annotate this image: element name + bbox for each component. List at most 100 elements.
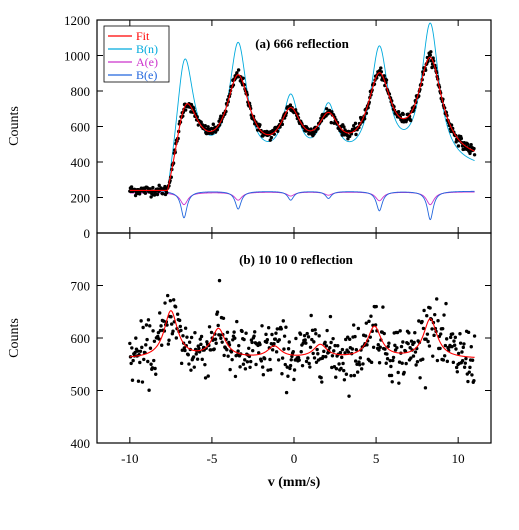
data-point <box>209 348 213 352</box>
data-point <box>374 304 378 309</box>
data-point <box>334 367 339 371</box>
data-point <box>470 358 475 362</box>
data-point <box>353 359 358 363</box>
data-point <box>163 301 167 305</box>
data-point <box>352 124 356 128</box>
data-point <box>441 358 446 362</box>
data-point <box>167 338 171 342</box>
data-point <box>274 350 279 354</box>
data-point <box>460 350 464 354</box>
data-point <box>358 356 363 360</box>
data-point <box>442 313 446 317</box>
data-point <box>369 314 373 318</box>
data-point <box>459 136 464 141</box>
data-point <box>287 340 291 344</box>
data-point <box>254 362 258 367</box>
data-point <box>428 53 432 57</box>
data-point <box>169 322 174 326</box>
panel-a-ytick-label: 400 <box>71 155 91 170</box>
data-point <box>265 338 270 342</box>
data-point <box>311 351 315 356</box>
data-point <box>340 355 344 360</box>
data-point <box>219 336 223 340</box>
data-point <box>395 330 400 335</box>
data-point <box>369 360 374 365</box>
data-point <box>365 343 369 347</box>
data-point <box>203 362 207 367</box>
data-point <box>178 324 183 329</box>
data-point <box>468 151 472 156</box>
data-point <box>241 76 245 80</box>
data-point <box>245 360 250 364</box>
data-point <box>310 337 314 342</box>
data-point <box>152 358 156 363</box>
data-point <box>187 362 191 366</box>
series-fit-line <box>129 56 475 191</box>
data-point <box>468 365 472 370</box>
data-point <box>313 328 317 332</box>
data-point <box>304 341 308 345</box>
data-point <box>252 334 256 338</box>
data-point <box>173 305 178 309</box>
data-point <box>130 378 135 382</box>
data-point <box>296 355 301 360</box>
data-point <box>268 138 272 142</box>
data-point <box>136 379 141 383</box>
data-point <box>322 349 326 354</box>
data-point <box>130 346 134 350</box>
data-point <box>439 332 443 336</box>
data-point <box>261 373 266 377</box>
data-point <box>285 365 289 369</box>
data-point <box>415 360 420 364</box>
data-point <box>160 192 165 196</box>
data-point <box>243 358 247 362</box>
data-point <box>377 361 382 365</box>
data-point <box>218 333 222 337</box>
data-point <box>308 345 313 349</box>
data-point <box>386 344 390 349</box>
panel-b-xtick-label: -10 <box>121 451 138 466</box>
data-point <box>384 78 389 82</box>
panel-a-ytick-label: 1200 <box>64 13 90 28</box>
data-point <box>200 357 204 362</box>
data-point <box>342 378 347 382</box>
data-point <box>350 347 355 351</box>
data-point <box>284 325 288 329</box>
data-point <box>171 298 176 302</box>
panel-a-ticks: 0 200 400 600 800 1000 1200 <box>64 13 491 241</box>
data-point <box>140 345 144 350</box>
data-point <box>346 350 351 354</box>
data-point <box>211 122 215 126</box>
data-point <box>442 354 447 358</box>
data-point <box>466 379 470 384</box>
data-point <box>233 374 238 379</box>
data-point <box>152 193 157 197</box>
data-point <box>455 370 460 374</box>
data-point <box>314 129 318 134</box>
data-point <box>472 146 476 151</box>
data-point <box>142 357 146 362</box>
data-point <box>175 312 180 316</box>
data-point <box>312 340 316 344</box>
data-point <box>168 299 173 303</box>
data-point <box>229 350 234 354</box>
data-point <box>156 334 160 339</box>
data-point <box>316 352 320 356</box>
data-point <box>260 365 265 369</box>
data-point <box>128 341 132 346</box>
panel-a-title: (a) 666 reflection <box>255 36 349 51</box>
data-point <box>180 348 185 352</box>
panel-b-xtick-label: 5 <box>373 451 380 466</box>
data-point <box>324 344 329 348</box>
data-point <box>458 332 462 336</box>
legend-label: A(e) <box>136 55 158 69</box>
data-point <box>331 336 335 341</box>
data-point <box>309 313 313 318</box>
data-point <box>225 348 229 352</box>
data-point <box>454 347 458 351</box>
data-point <box>451 360 456 365</box>
data-point <box>237 343 241 348</box>
data-point <box>330 354 335 358</box>
data-point <box>384 361 388 365</box>
panel-a: 0 200 400 600 800 1000 1200 (a) 666 reflection… <box>7 13 492 241</box>
